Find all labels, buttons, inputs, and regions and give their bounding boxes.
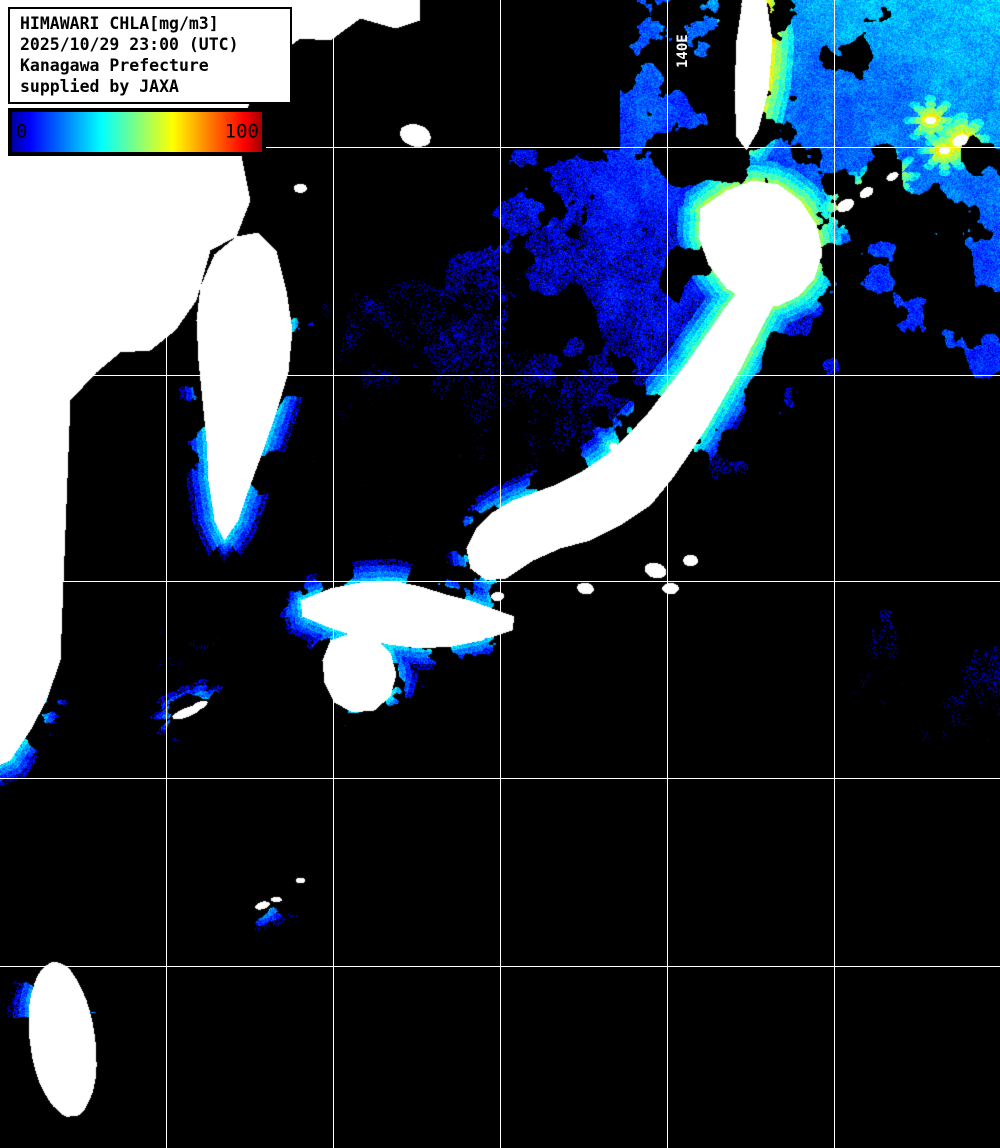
- title-line-provider: supplied by JAXA: [20, 77, 179, 96]
- colorbar-min-label: 0: [16, 120, 28, 143]
- map-title-box: HIMAWARI CHLA[mg/m3] 2025/10/29 23:00 (U…: [8, 7, 292, 104]
- colorbar-gradient: [12, 112, 262, 152]
- latitude-label-40N: 40N: [2, 353, 30, 371]
- title-line-region: Kanagawa Prefecture: [20, 56, 209, 75]
- longitude-label-140E: 140E: [675, 34, 691, 68]
- title-line-datetime: 2025/10/29 23:00 (UTC): [20, 35, 239, 54]
- colorbar-max-label: 100: [224, 120, 259, 143]
- colorbar: 0 100: [8, 108, 266, 156]
- title-line-product: HIMAWARI CHLA[mg/m3]: [20, 14, 219, 33]
